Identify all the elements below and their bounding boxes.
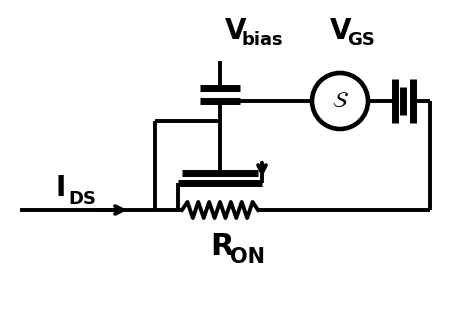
Text: V: V — [330, 17, 352, 45]
Text: V: V — [225, 17, 246, 45]
Text: $\mathcal{S}$: $\mathcal{S}$ — [331, 91, 348, 111]
Text: I: I — [55, 174, 65, 202]
Text: bias: bias — [242, 31, 283, 49]
Text: R: R — [210, 232, 234, 261]
Text: GS: GS — [347, 31, 375, 49]
Text: DS: DS — [68, 190, 96, 208]
Text: ON: ON — [230, 247, 265, 267]
